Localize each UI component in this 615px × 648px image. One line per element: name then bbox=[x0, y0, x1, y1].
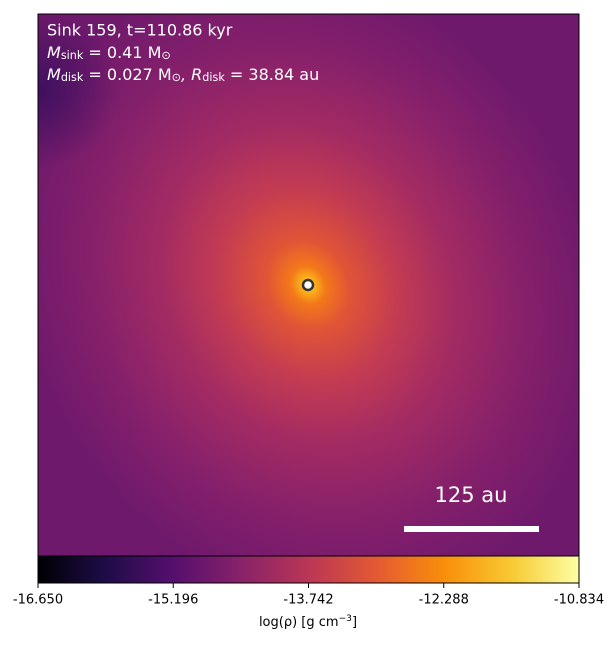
density-shade bbox=[38, 14, 238, 214]
colorbar bbox=[37, 555, 580, 584]
text-part: , R bbox=[181, 65, 202, 84]
tick-label: -13.742 bbox=[283, 593, 333, 608]
text-part: ⊙ bbox=[172, 71, 181, 84]
annotation: Sink 159, t=110.86 kyr bbox=[47, 21, 233, 40]
map bbox=[38, 14, 579, 556]
colorbar-label: log(ρ) [g cm−3] bbox=[259, 614, 357, 630]
annotation: Mdisk = 0.027 M⊙, Rdisk = 38.84 au bbox=[47, 65, 319, 84]
text-part: log(ρ) [g cm bbox=[259, 615, 339, 630]
tick-label: -15.196 bbox=[148, 593, 198, 608]
text-part: M bbox=[47, 65, 61, 84]
text-part: M bbox=[47, 43, 61, 62]
text-part: disk bbox=[61, 71, 84, 84]
text-part: sink bbox=[61, 49, 84, 62]
text-part: = 38.84 au bbox=[225, 65, 319, 84]
tick-label: -10.834 bbox=[554, 593, 604, 608]
text-part: = 0.027 M bbox=[83, 65, 171, 84]
text-part: ] bbox=[352, 615, 357, 630]
scale-bar-label: 125 au bbox=[435, 483, 508, 507]
tick-label: -12.288 bbox=[419, 593, 469, 608]
tick-label: -16.650 bbox=[13, 593, 63, 608]
annotation: Msink = 0.41 M⊙ bbox=[47, 43, 171, 62]
text-part: ⊙ bbox=[161, 49, 170, 62]
text-part: = 0.41 M bbox=[83, 43, 161, 62]
sink-marker bbox=[301, 278, 315, 292]
text-part: disk bbox=[202, 71, 225, 84]
text-part: −3 bbox=[339, 614, 353, 624]
